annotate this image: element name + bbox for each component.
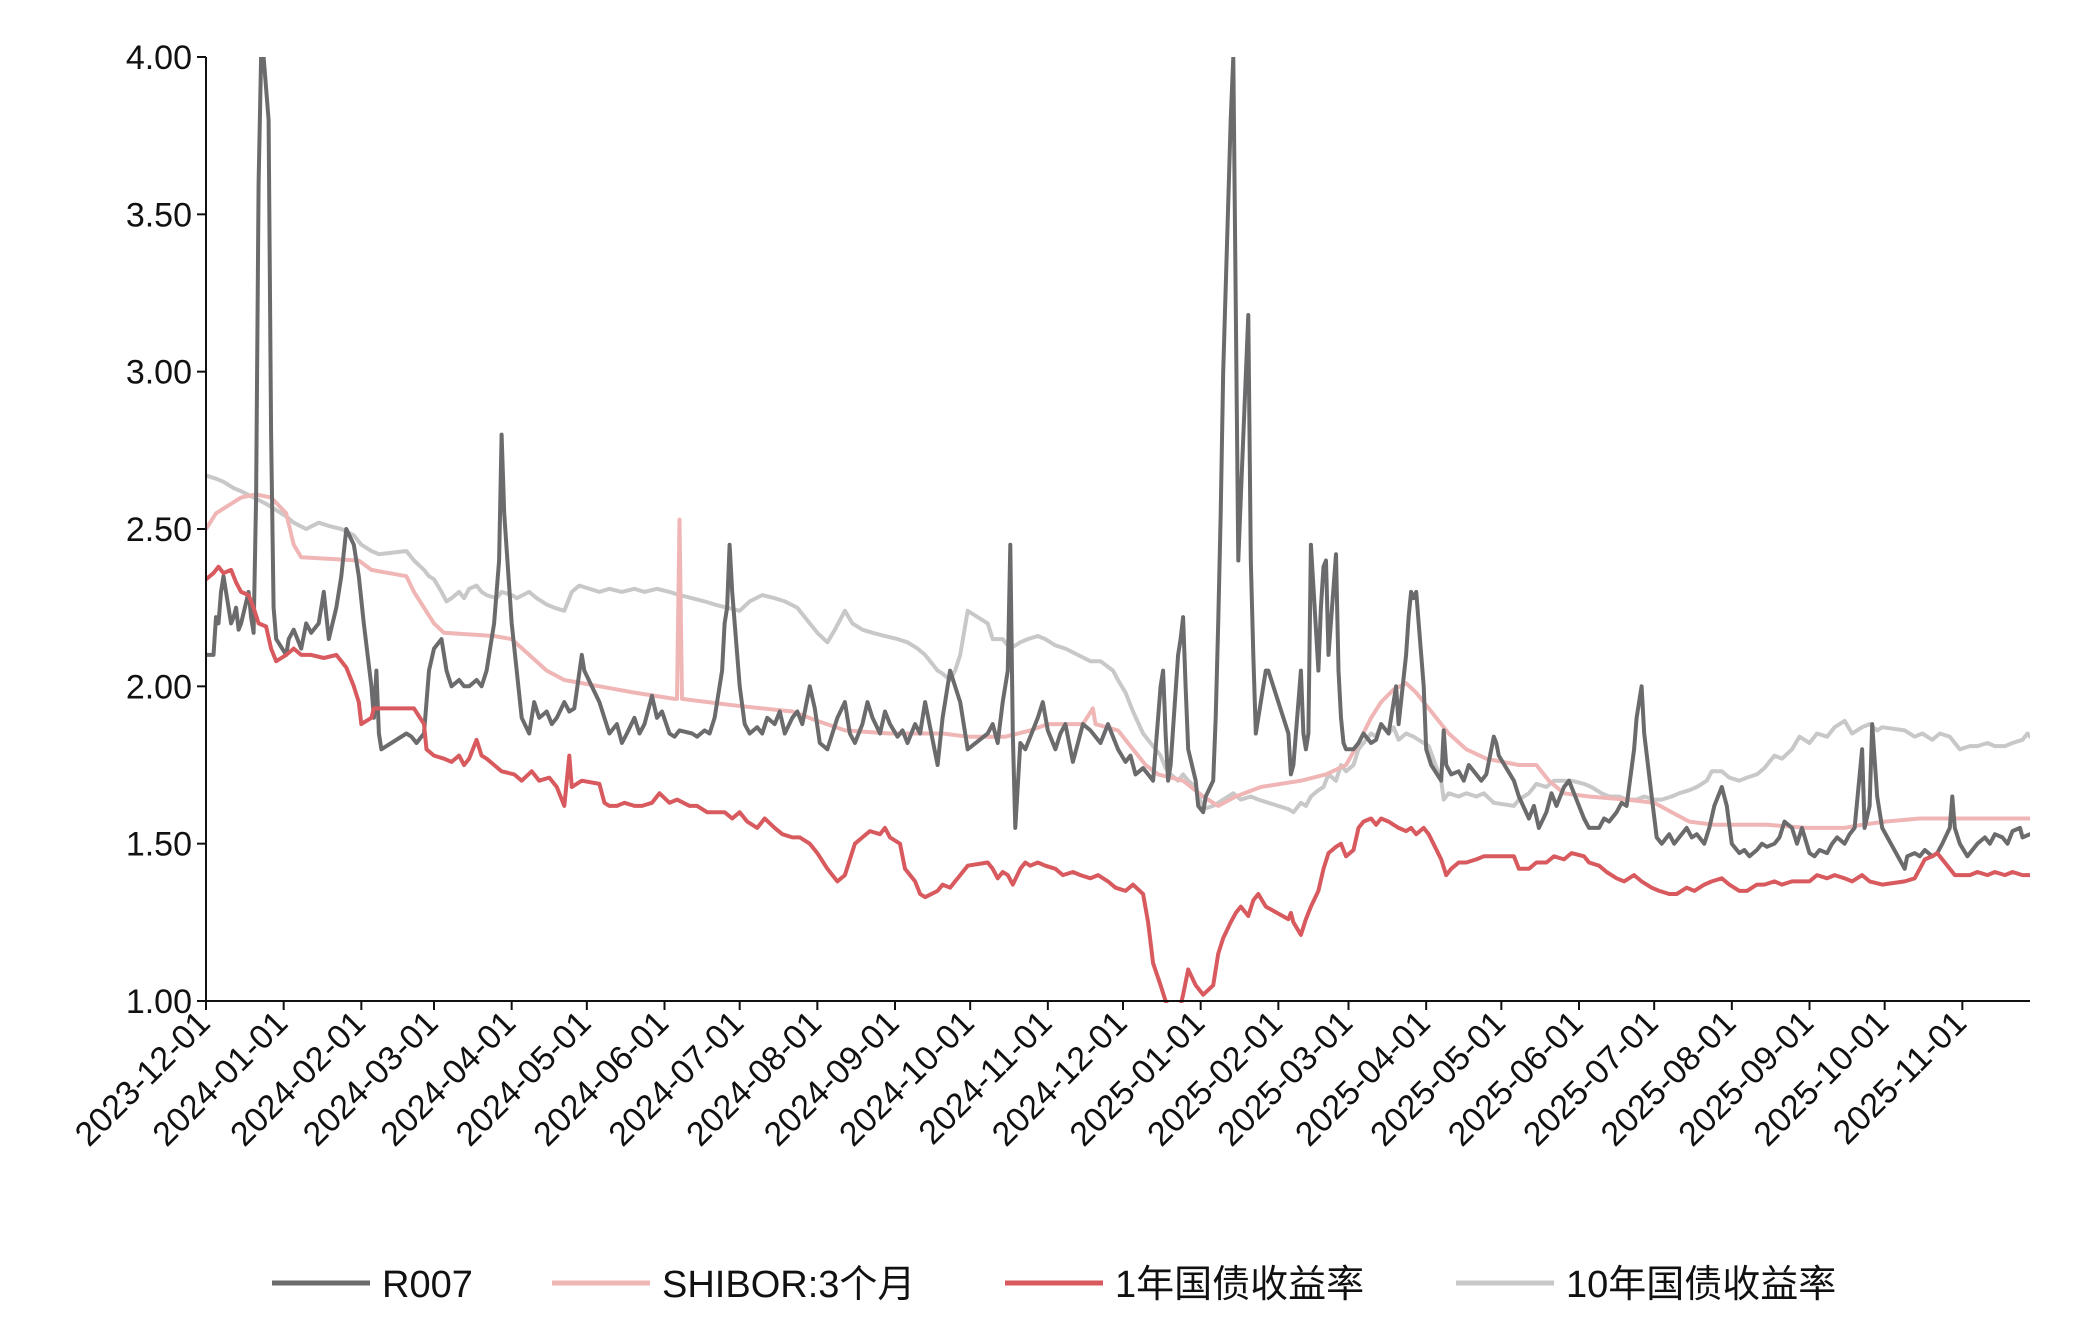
series-line-2 <box>206 564 2030 1003</box>
axes <box>205 57 2030 1002</box>
plot-series <box>206 57 2030 1003</box>
legend: R007 SHIBOR:3个月 1年国债收益率 10年国债收益率 <box>272 1264 1836 1306</box>
y-tick-label: 3.00 <box>126 354 192 392</box>
legend-label-3: 10年国债收益率 <box>1566 1264 1836 1306</box>
legend-label-0: R007 <box>382 1264 473 1306</box>
x-axis-ticks: 2023-12-012024-01-012024-02-012024-03-01… <box>68 1001 1974 1154</box>
y-tick-label: 1.00 <box>126 983 192 1021</box>
y-tick-label: 3.50 <box>126 196 192 234</box>
series-line-3 <box>206 473 2030 815</box>
y-tick-label: 4.00 <box>126 39 192 77</box>
series-line-1 <box>206 492 2030 830</box>
y-tick-label: 2.00 <box>126 668 192 706</box>
y-axis-ticks: 4.00 3.50 3.00 2.50 2.00 1.50 1.00 <box>126 39 206 1021</box>
legend-label-1: SHIBOR:3个月 <box>662 1264 915 1306</box>
series-line-0 <box>206 57 2030 871</box>
y-tick-label: 2.50 <box>126 511 192 549</box>
y-tick-label: 1.50 <box>126 826 192 864</box>
legend-label-2: 1年国债收益率 <box>1115 1264 1364 1306</box>
